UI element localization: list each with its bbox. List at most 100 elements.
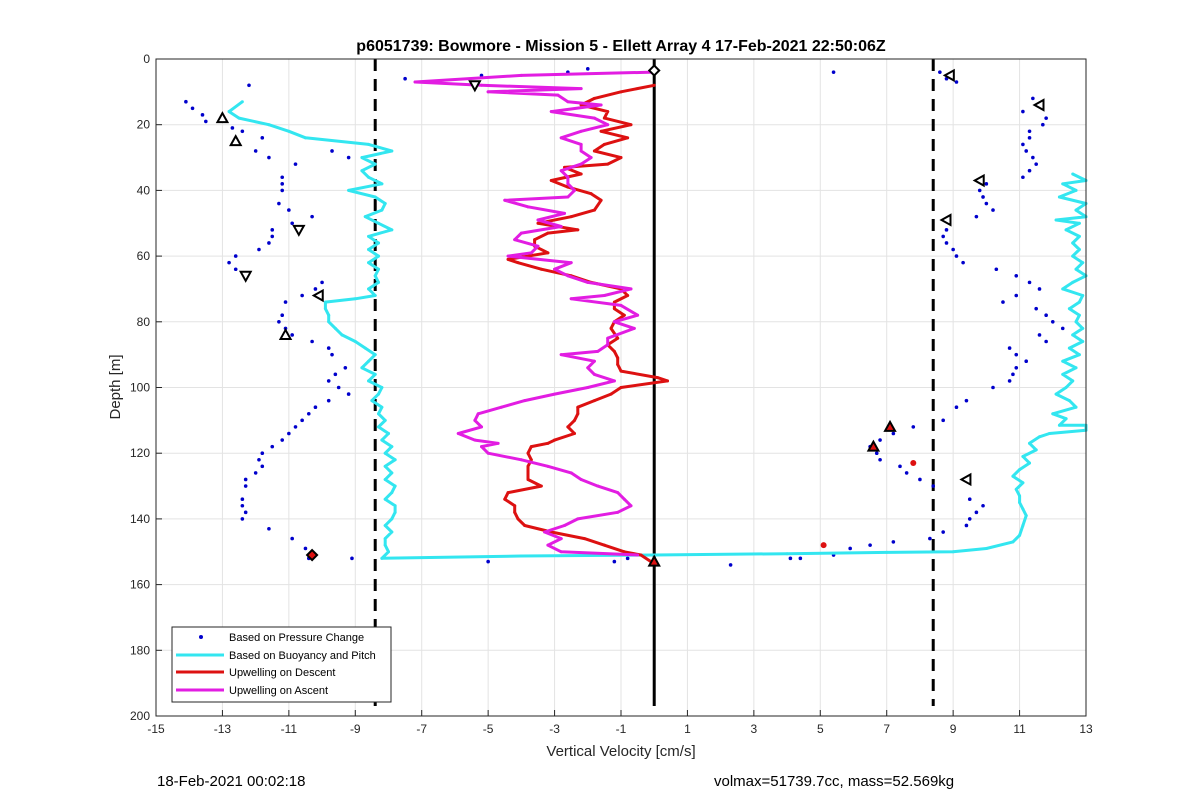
line-vertex: [612, 300, 616, 304]
pressure-point: [941, 418, 945, 423]
line-vertex: [1067, 307, 1071, 311]
line-vertex: [951, 550, 955, 554]
line-vertex: [569, 261, 573, 265]
line-vertex: [390, 149, 394, 153]
line-vertex: [367, 359, 371, 363]
pressure-point: [200, 113, 205, 117]
pressure-point: [612, 559, 617, 564]
pressure-point: [944, 228, 949, 232]
line-vertex: [612, 320, 616, 324]
line-vertex: [377, 280, 381, 284]
pressure-point: [1031, 96, 1035, 101]
line-vertex: [387, 431, 390, 435]
line-vertex: [573, 431, 576, 435]
line-vertex: [606, 110, 610, 114]
pressure-point: [1037, 287, 1042, 291]
line-vertex: [1047, 431, 1051, 435]
line-vertex: [629, 504, 633, 508]
line-vertex: [626, 136, 630, 140]
line-vertex: [592, 359, 596, 363]
pressure-point: [326, 398, 331, 403]
line-vertex: [323, 300, 327, 304]
line-vertex: [526, 451, 530, 455]
line-vertex: [609, 326, 613, 330]
line-vertex: [1054, 218, 1058, 222]
line-vertex: [885, 550, 889, 554]
line-vertex: [1071, 280, 1075, 284]
y-tick-label: 80: [137, 315, 151, 329]
pressure-point: [230, 126, 235, 130]
line-vertex: [579, 162, 583, 166]
x-tick-label: 3: [751, 722, 758, 736]
line-vertex: [1018, 468, 1022, 472]
pressure-point: [878, 457, 882, 462]
line-vertex: [549, 110, 553, 114]
pressure-point: [190, 106, 195, 111]
line-vertex: [1081, 294, 1085, 298]
line-vertex: [227, 110, 231, 114]
pressure-point: [728, 563, 733, 567]
pressure-point: [310, 214, 314, 219]
line-vertex: [1077, 353, 1081, 357]
x-tick-label: -5: [483, 722, 494, 736]
line-vertex: [516, 261, 520, 265]
series-upwelling-on-descent: [503, 83, 669, 564]
pressure-point: [330, 352, 334, 357]
marker-down: [468, 80, 482, 93]
marker-up: [215, 111, 230, 124]
line-vertex: [380, 556, 384, 560]
pressure-point: [290, 536, 294, 541]
line-vertex: [393, 504, 397, 508]
y-tick-label: 0: [143, 52, 150, 66]
line-vertex: [413, 80, 417, 84]
pressure-point: [1031, 155, 1035, 160]
line-vertex: [529, 251, 533, 255]
line-vertex: [1021, 507, 1025, 511]
line-vertex: [606, 336, 610, 340]
pressure-point: [961, 260, 965, 265]
line-vertex: [506, 254, 510, 258]
line-vertex: [533, 238, 537, 242]
legend-label: Based on Pressure Change: [229, 632, 364, 644]
line-vertex: [383, 202, 387, 206]
line-vertex: [526, 464, 530, 468]
pressure-point: [967, 497, 972, 501]
line-vertex: [1077, 248, 1081, 252]
x-tick-label: -11: [281, 722, 298, 736]
line-vertex: [387, 550, 390, 554]
line-vertex: [377, 412, 381, 416]
line-vertex: [559, 136, 563, 140]
pressure-point: [878, 438, 882, 442]
line-vertex: [553, 267, 557, 271]
pressure-point: [585, 67, 590, 71]
line-vertex: [566, 182, 570, 186]
line-vertex: [599, 103, 603, 107]
line-vertex: [602, 116, 606, 120]
line-vertex: [592, 116, 596, 120]
pressure-point: [253, 471, 258, 475]
line-vertex: [373, 294, 377, 298]
line-vertex: [393, 458, 397, 462]
pressure-point: [336, 385, 341, 390]
footer-timestamp: 18-Feb-2021 00:02:18: [157, 773, 306, 790]
pressure-point: [293, 425, 298, 429]
pressure-point: [951, 247, 955, 252]
line-vertex: [566, 274, 570, 278]
line-vertex: [340, 333, 344, 337]
line-vertex: [553, 392, 557, 396]
pressure-point: [486, 559, 490, 564]
pressure-point: [798, 556, 803, 561]
line-vertex: [569, 471, 573, 475]
line-vertex: [639, 553, 643, 557]
line-vertex: [1057, 423, 1061, 427]
y-tick-label: 200: [130, 709, 150, 723]
line-vertex: [377, 267, 381, 271]
line-vertex: [536, 221, 540, 225]
line-vertex: [586, 280, 590, 284]
marker-up: [866, 439, 881, 452]
line-vertex: [383, 497, 387, 501]
pressure-point: [1044, 313, 1048, 318]
marker-left: [972, 173, 985, 188]
line-vertex: [333, 326, 337, 330]
line-vertex: [586, 386, 590, 389]
